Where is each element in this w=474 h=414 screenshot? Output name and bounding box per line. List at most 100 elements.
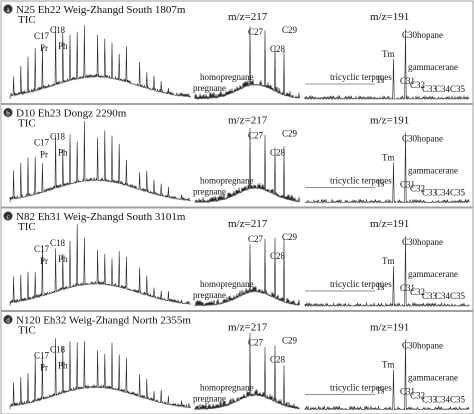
- peak-label: C18: [50, 132, 66, 142]
- peak-label: gammacerane: [408, 373, 458, 383]
- peak-label: C35: [450, 395, 466, 405]
- peak-label: C30hopane: [402, 341, 443, 351]
- peak-label: C27: [248, 27, 264, 37]
- peak-label: C34: [435, 291, 451, 301]
- peak-label: homopregnane: [200, 279, 253, 289]
- peak-label: C18: [50, 25, 66, 35]
- peak-label: C29: [282, 336, 298, 346]
- peak-label: C33: [422, 395, 438, 405]
- peak-label: tricyclic terpanes: [330, 72, 392, 82]
- peak-label: m/z=217: [228, 218, 268, 230]
- peak-label: C35: [450, 188, 466, 198]
- peak-label: m/z=191: [370, 322, 409, 334]
- peak-label: C32: [410, 80, 425, 90]
- peak-label: pregnane: [193, 83, 226, 93]
- panel-badge: [3, 108, 13, 117]
- panel-letter: b: [6, 110, 10, 118]
- peak-label: homopregnane: [200, 72, 253, 82]
- panel-frame: [0, 311, 474, 414]
- peak-label: C17: [34, 138, 50, 148]
- panel-title: N25 Eh22 Weig-Zhangd South 1807m: [16, 4, 186, 16]
- panel-title: N82 Eh31 Weig-Zhangd South 3101m: [16, 211, 186, 223]
- peak-label: Ph: [58, 41, 68, 51]
- panel-letter: c: [6, 213, 9, 221]
- panel-frame: [0, 207, 474, 311]
- mz217-trace: [194, 127, 300, 204]
- peak-label: C17: [34, 31, 50, 41]
- panel-letter: d: [6, 317, 10, 325]
- peak-label: tricyclic terpanes: [330, 176, 392, 186]
- peak-label: homopregnane: [200, 176, 253, 186]
- peak-label: Ph: [58, 361, 68, 371]
- peak-label: Pr: [40, 43, 48, 53]
- peak-label: C29: [282, 25, 298, 35]
- peak-label: Tm: [382, 49, 395, 59]
- mz217-trace: [194, 237, 300, 307]
- peak-label: pregnane: [193, 290, 226, 300]
- peak-label: gammacerane: [408, 62, 458, 72]
- peak-label: tricyclic terpanes: [330, 279, 392, 289]
- peak-label: tricyclic terpanes: [330, 383, 392, 393]
- panel-frame: [0, 0, 474, 104]
- peak-label: C28: [270, 251, 286, 261]
- mz191-trace: [304, 339, 470, 411]
- peak-label: gammacerane: [408, 269, 458, 279]
- panel: a N25 Eh22 Weig-Zhangd South 1807mTICC17C…: [0, 0, 474, 104]
- peak-label: C33: [422, 84, 438, 94]
- peak-label: C30hopane: [402, 237, 443, 247]
- peak-label: Ts: [376, 75, 385, 85]
- tic-label: TIC: [18, 14, 36, 26]
- peak-label: C30hopane: [402, 134, 443, 144]
- peak-label: m/z=191: [370, 115, 409, 127]
- tic-trace: [9, 121, 191, 203]
- peak-label: homopregnane: [200, 383, 253, 393]
- peak-label: C35: [450, 291, 466, 301]
- peak-label: C34: [435, 84, 451, 94]
- peak-label: C29: [282, 129, 298, 139]
- peak-label: C32: [410, 287, 425, 297]
- tic-label: TIC: [18, 325, 36, 337]
- panel-letter: a: [6, 6, 10, 14]
- peak-label: gammacerane: [408, 166, 458, 176]
- peak-label: C30hopane: [402, 30, 443, 40]
- tic-trace: [9, 224, 191, 306]
- peak-label: m/z=217: [228, 115, 268, 127]
- peak-label: C29: [282, 232, 298, 242]
- panel-title: D10 Eh23 Dongz 2290m: [16, 108, 127, 120]
- mz217-trace: [194, 26, 300, 101]
- panel-frame: [0, 104, 474, 208]
- peak-label: C17: [34, 244, 50, 254]
- peak-label: C27: [248, 234, 264, 244]
- panel-badge: [3, 315, 13, 324]
- peak-label: pregnane: [193, 187, 226, 197]
- peak-label: C31: [400, 387, 415, 397]
- panel-title: N120 Eh32 Weig-Zhangd North 2355m: [16, 315, 191, 327]
- peak-label: m/z=191: [370, 11, 409, 23]
- panel-badge: [3, 4, 13, 14]
- peak-label: C27: [248, 131, 264, 141]
- peak-label: C35: [450, 84, 466, 94]
- tic-trace: [9, 25, 191, 99]
- peak-label: Ts: [376, 179, 385, 189]
- tic-trace: [9, 338, 191, 410]
- tic-label: TIC: [18, 118, 36, 130]
- peak-label: C18: [50, 238, 66, 248]
- peak-label: C17: [34, 351, 50, 361]
- peak-label: m/z=217: [228, 322, 268, 334]
- peak-label: C33: [422, 188, 438, 198]
- mz191-trace: [304, 28, 470, 101]
- mz217-trace: [194, 332, 300, 411]
- peak-label: C33: [422, 291, 438, 301]
- peak-label: C34: [435, 395, 451, 405]
- peak-label: Pr: [40, 256, 48, 266]
- mz191-trace: [304, 235, 470, 308]
- peak-label: C28: [270, 44, 286, 54]
- peak-label: m/z=217: [228, 11, 268, 23]
- peak-label: Ph: [58, 254, 68, 264]
- peak-label: pregnane: [193, 394, 226, 404]
- peak-label: C28: [270, 355, 286, 365]
- peak-label: C34: [435, 188, 451, 198]
